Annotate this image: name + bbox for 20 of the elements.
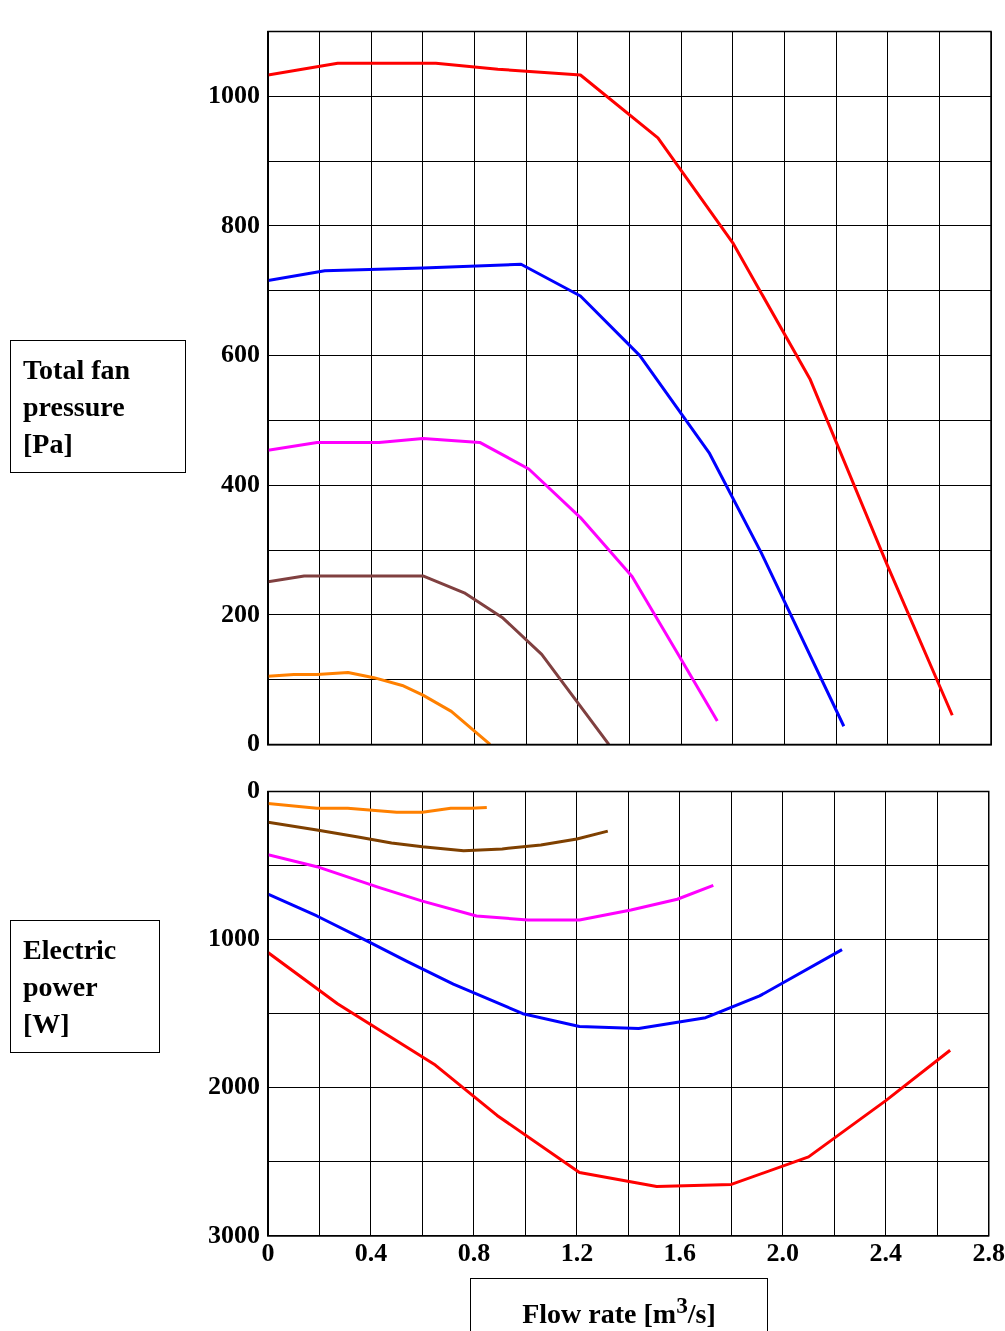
y-tick-label: 200 <box>221 598 260 628</box>
x-tick-label: 0.4 <box>354 1238 388 1268</box>
x-axis-title: Flow rate [m$^{3}$/s] <box>470 1278 768 1331</box>
y-axis-title: Electric power [W] <box>10 920 160 1053</box>
y-tick-label: 0 <box>247 728 260 758</box>
y-tick-label: 0 <box>247 775 260 805</box>
x-tick-label: 0.8 <box>457 1238 491 1268</box>
y-tick-label: 1000 <box>208 80 260 110</box>
x-tick-label: 2.8 <box>972 1238 1005 1268</box>
y-tick-label: 800 <box>221 209 260 239</box>
x-tick-label: 2.0 <box>766 1238 800 1268</box>
y-tick-label: 3000 <box>208 1219 260 1249</box>
x-tick-label: 1.6 <box>663 1238 697 1268</box>
y-tick-label: 1000 <box>208 923 260 953</box>
y-tick-label: 2000 <box>208 1071 260 1101</box>
y-tick-label: 400 <box>221 468 260 498</box>
x-tick-label: 2.4 <box>869 1238 903 1268</box>
y-axis-title: Total fan pressure [Pa] <box>10 340 186 473</box>
x-tick-label: 1.2 <box>560 1238 594 1268</box>
y-tick-label: 600 <box>221 339 260 369</box>
